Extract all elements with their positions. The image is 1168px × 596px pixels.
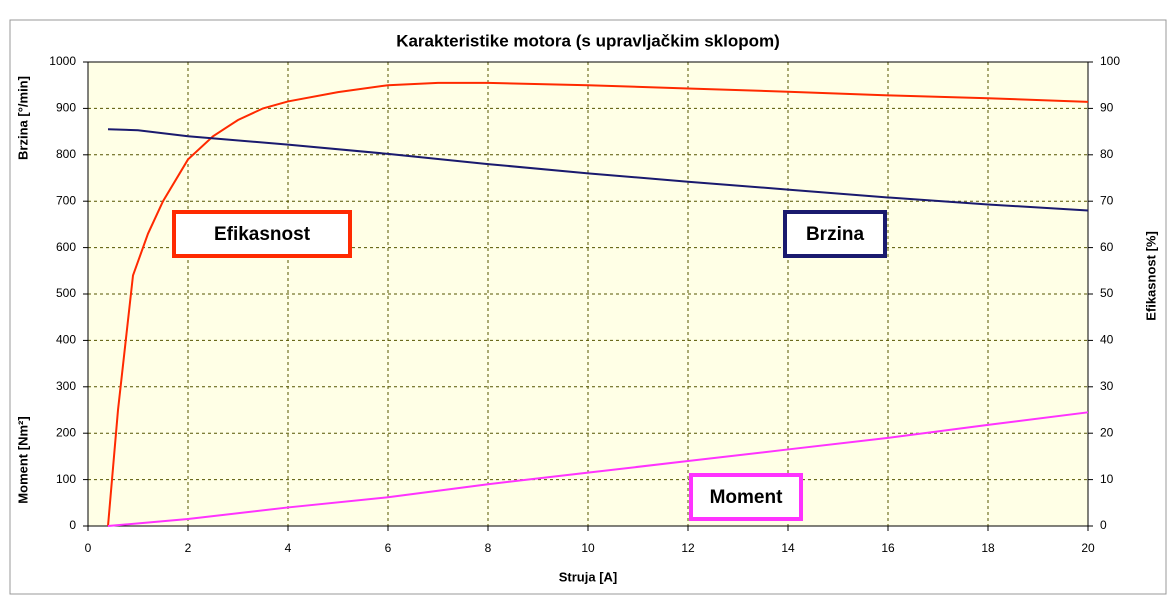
x-tick-label: 4 [285, 541, 292, 555]
x-tick-label: 6 [385, 541, 392, 555]
chart-title: Karakteristike motora (s upravljačkim sk… [396, 31, 780, 50]
x-tick-label: 2 [185, 541, 192, 555]
y2-axis-label: Efikasnost [%] [1143, 231, 1158, 321]
y-tick-label: 900 [56, 101, 76, 115]
y-tick-label: 600 [56, 240, 76, 254]
y-axis-label: Brzina [°/min] [15, 76, 30, 160]
x-tick-label: 18 [981, 541, 995, 555]
legend-box [172, 210, 352, 258]
x-tick-label: 8 [485, 541, 492, 555]
y2-tick-label: 30 [1100, 379, 1114, 393]
y2-tick-label: 10 [1100, 472, 1114, 486]
series-line [107, 128, 1089, 212]
y-axis-label: Moment [Nm²] [15, 416, 30, 503]
x-tick-label: 0 [85, 541, 92, 555]
x-tick-label: 16 [881, 541, 895, 555]
y2-tick-label: 100 [1100, 54, 1120, 68]
y-tick-label: 1000 [49, 54, 76, 68]
y-tick-label: 0 [69, 518, 76, 532]
y2-tick-label: 40 [1100, 333, 1114, 347]
x-tick-label: 14 [781, 541, 795, 555]
y2-tick-label: 0 [1100, 518, 1107, 532]
legend-label: Efikasnost [214, 224, 311, 245]
x-tick-label: 12 [681, 541, 695, 555]
legend-box [689, 473, 803, 521]
y2-tick-label: 70 [1100, 193, 1114, 207]
y2-tick-label: 90 [1100, 101, 1114, 115]
y-tick-label: 500 [56, 286, 76, 300]
y-tick-label: 300 [56, 379, 76, 393]
legend-label: Brzina [806, 224, 865, 245]
y-tick-label: 700 [56, 193, 76, 207]
x-axis-label: Struja [A] [559, 569, 618, 584]
plot-border [87, 61, 1089, 527]
y2-tick-label: 80 [1100, 147, 1114, 161]
x-tick-label: 20 [1081, 541, 1095, 555]
y-tick-label: 200 [56, 425, 76, 439]
y2-tick-label: 50 [1100, 286, 1114, 300]
y2-tick-label: 60 [1100, 240, 1114, 254]
legend-label: Moment [710, 487, 784, 508]
y-tick-label: 400 [56, 333, 76, 347]
y2-tick-label: 20 [1100, 425, 1114, 439]
legend-box [783, 210, 887, 258]
y-tick-label: 800 [56, 147, 76, 161]
series-line [107, 81, 1089, 527]
series-line [107, 411, 1089, 527]
y-tick-label: 100 [56, 472, 76, 486]
x-tick-label: 10 [581, 541, 595, 555]
